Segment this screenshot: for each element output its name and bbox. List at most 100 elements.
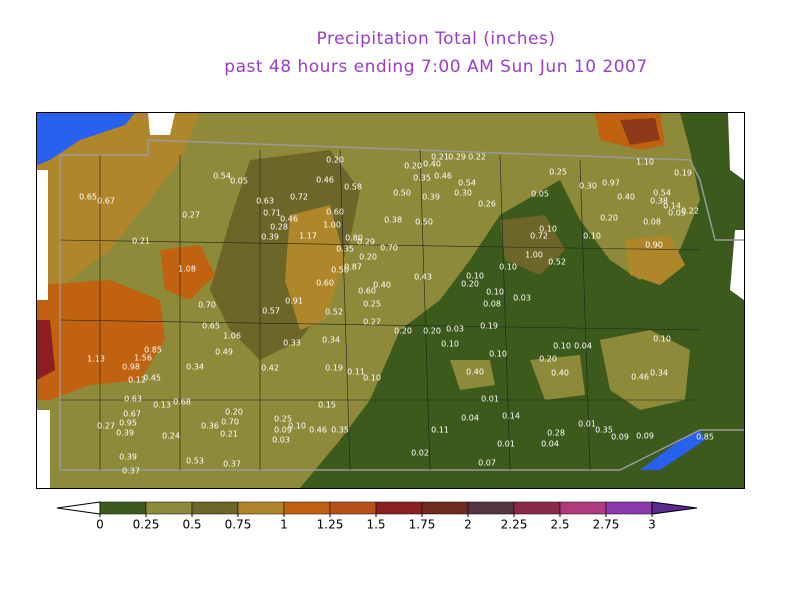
colorbar-bin — [191, 501, 239, 515]
station-value: 0.72 — [530, 232, 548, 241]
station-value: 0.01 — [497, 440, 515, 449]
station-value: 0.20 — [539, 355, 557, 364]
colorbar-bin — [375, 501, 423, 515]
station-value: 0.90 — [645, 241, 663, 250]
colorbar: 0 0.25 0.5 0.75 1 1.25 1.5 1.75 2 2.25 2.5 2.75 3 — [56, 501, 698, 532]
station-values: 0.20 0.20 0.40 0.21 0.29 0.22 0.35 0.46 0.54 0.25… — [79, 153, 714, 476]
station-value: 0.11 — [347, 368, 365, 377]
station-value: 0.03 — [446, 325, 464, 334]
station-value: 0.04 — [461, 414, 479, 423]
station-value: 0.10 — [489, 350, 507, 359]
colorbar-tick-label: 1.25 — [317, 518, 344, 532]
station-value: 0.08 — [643, 218, 661, 227]
station-value: 0.85 — [144, 346, 162, 355]
station-value: 0.02 — [411, 449, 429, 458]
station-value: 0.09 — [636, 432, 654, 441]
colorbar-tick-label: 2.25 — [501, 518, 528, 532]
station-value: 0.25 — [274, 415, 292, 424]
station-value: 0.28 — [547, 429, 565, 438]
station-value: 0.35 — [336, 245, 354, 254]
station-value: 0.49 — [215, 348, 233, 357]
station-value: 0.91 — [285, 297, 303, 306]
station-value: 0.08 — [483, 300, 501, 309]
map — [37, 113, 744, 488]
station-value: 0.52 — [325, 308, 343, 317]
station-value: 0.46 — [316, 176, 334, 185]
station-value: 0.15 — [318, 401, 336, 410]
station-value: 0.38 — [650, 197, 668, 206]
station-value: 0.11 — [431, 426, 449, 435]
station-value: 0.39 — [116, 429, 134, 438]
station-value: 0.10 — [363, 374, 381, 383]
colorbar-tick-label: 2.5 — [550, 518, 569, 532]
station-value: 0.10 — [486, 288, 504, 297]
colorbar-tick-label: 3 — [648, 518, 656, 532]
station-value: 0.21 — [431, 153, 449, 162]
station-value: 0.71 — [263, 209, 281, 218]
station-value: 0.52 — [548, 258, 566, 267]
station-value: 0.28 — [270, 223, 288, 232]
station-value: 0.40 — [617, 193, 635, 202]
station-value: 0.10 — [583, 232, 601, 241]
station-value: 0.01 — [578, 420, 596, 429]
station-value: 0.21 — [132, 237, 150, 246]
colorbar-bin — [421, 501, 469, 515]
station-value: 0.87 — [344, 263, 362, 272]
station-value: 0.10 — [539, 225, 557, 234]
colorbar-bin — [467, 501, 515, 515]
colorbar-bin — [145, 501, 193, 515]
station-value: 1.17 — [299, 232, 317, 241]
station-value: 0.45 — [143, 374, 161, 383]
station-value: 0.25 — [549, 168, 567, 177]
station-value: 0.10 — [653, 335, 671, 344]
station-value: 0.27 — [363, 318, 381, 327]
station-value: 0.01 — [481, 395, 499, 404]
station-value: 0.68 — [173, 398, 191, 407]
station-value: 0.50 — [393, 189, 411, 198]
station-value: 0.27 — [97, 422, 115, 431]
station-value: 0.72 — [290, 193, 308, 202]
station-value: 0.40 — [551, 369, 569, 378]
station-value: 0.43 — [414, 273, 432, 282]
station-value: 0.20 — [359, 253, 377, 262]
station-value: 0.40 — [373, 281, 391, 290]
station-value: 0.37 — [122, 467, 140, 476]
station-value: 0.50 — [415, 218, 433, 227]
colorbar-bin — [605, 501, 653, 515]
station-value: 0.63 — [256, 197, 274, 206]
station-value: 0.34 — [186, 363, 204, 372]
station-value: 0.63 — [124, 395, 142, 404]
station-value: 0.09 — [611, 433, 629, 442]
station-value: 0.33 — [283, 339, 301, 348]
station-value: 0.14 — [502, 412, 520, 421]
station-value: 0.29 — [357, 238, 375, 247]
colorbar-tick-label: 1 — [280, 518, 288, 532]
station-value: 0.46 — [309, 426, 327, 435]
station-value: 0.21 — [220, 430, 238, 439]
colorbar-over — [651, 501, 698, 515]
station-value: 0.98 — [122, 363, 140, 372]
station-value: 0.07 — [478, 459, 496, 468]
station-value: 1.56 — [134, 354, 152, 363]
station-value: 0.13 — [153, 401, 171, 410]
station-value: 0.20 — [600, 214, 618, 223]
station-value: 0.38 — [384, 216, 402, 225]
subtitle: past 48 hours ending 7:00 AM Sun Jun 10 … — [224, 57, 647, 77]
station-value: 0.20 — [225, 408, 243, 417]
station-value: 0.22 — [468, 153, 486, 162]
station-value: 0.65 — [79, 193, 97, 202]
station-value: 1.13 — [87, 355, 105, 364]
station-value: 0.95 — [119, 419, 137, 428]
station-value: 0.46 — [631, 373, 649, 382]
station-value: 0.60 — [316, 279, 334, 288]
station-value: 0.39 — [261, 233, 279, 242]
station-value: 0.42 — [261, 364, 279, 373]
station-value: 0.37 — [223, 460, 241, 469]
colorbar-bin — [99, 501, 147, 515]
station-value: 0.54 — [213, 172, 231, 181]
colorbar-bin — [283, 501, 331, 515]
station-value: 0.40 — [466, 368, 484, 377]
station-value: 0.25 — [363, 300, 381, 309]
station-value: 0.05 — [668, 209, 686, 218]
